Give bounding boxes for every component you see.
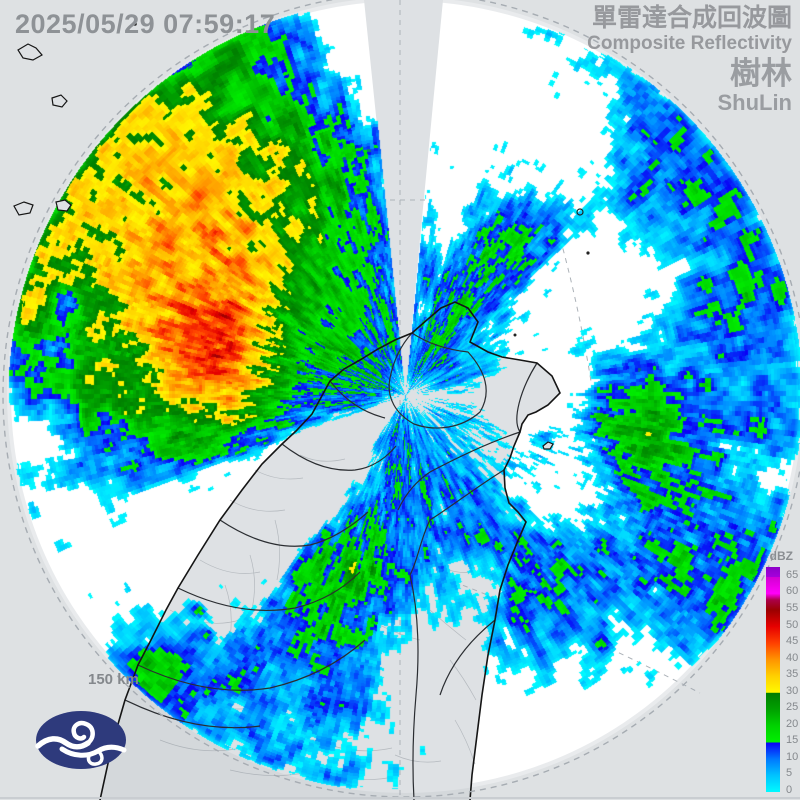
range-ring-label: 150 km [88, 671, 139, 688]
dbz-tick: 65 [786, 568, 799, 581]
dbz-tick: 15 [786, 734, 799, 747]
turtle-island [542, 441, 554, 450]
dbz-tick: 45 [786, 635, 799, 648]
station-block: 樹林 ShuLin [717, 56, 792, 115]
dbz-tick: 5 [786, 767, 793, 780]
station-name-zh: 樹林 [730, 56, 792, 91]
dbz-tick: 0 [786, 784, 793, 796]
dbz-colorbar [766, 567, 780, 792]
page-title-en: Composite Reflectivity [587, 32, 792, 54]
offshore-islands [13, 22, 590, 450]
pengjia-islet [576, 208, 584, 216]
dbz-scale-label: dBZ [769, 549, 793, 563]
page-title-zh: 單雷達合成回波圖 [591, 4, 792, 32]
bottom-frame-line [0, 797, 800, 799]
dbz-tick: 20 [786, 717, 799, 730]
dbz-tick: 50 [786, 618, 799, 631]
county-boundaries [124, 332, 538, 800]
dbz-tick: 40 [786, 651, 799, 664]
coastline [99, 301, 561, 800]
dbz-tick: 25 [786, 701, 799, 714]
dbz-tick: 30 [786, 684, 799, 697]
dbz-tick: 60 [786, 585, 799, 598]
dbz-tick: 55 [786, 602, 799, 614]
timestamp: 2025/05/29 07:59:17 [15, 9, 276, 39]
dbz-tick: 10 [786, 750, 799, 763]
title-block: 單雷達合成回波圖 Composite Reflectivity [587, 4, 792, 54]
station-name-en: ShuLin [717, 89, 792, 115]
dbz-tick: 35 [786, 668, 799, 681]
